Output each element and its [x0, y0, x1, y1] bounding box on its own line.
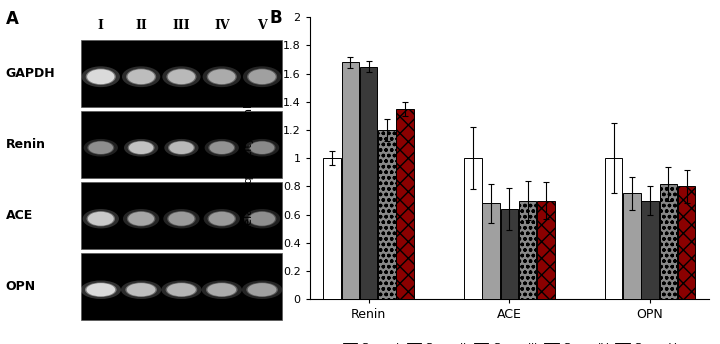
Legend: Group I, Group II, Group III, Group IV, Group V: Group I, Group II, Group III, Group IV, … — [338, 338, 680, 344]
Bar — [323, 158, 341, 299]
Ellipse shape — [83, 209, 119, 228]
Ellipse shape — [121, 280, 161, 299]
Ellipse shape — [209, 212, 235, 226]
Bar — [642, 201, 659, 299]
Ellipse shape — [246, 282, 278, 297]
Ellipse shape — [127, 69, 155, 84]
Ellipse shape — [243, 66, 282, 87]
Ellipse shape — [123, 209, 159, 228]
Text: Renin: Renin — [6, 138, 46, 151]
Ellipse shape — [202, 280, 242, 299]
Ellipse shape — [164, 139, 199, 157]
Ellipse shape — [210, 141, 234, 154]
Ellipse shape — [163, 209, 199, 228]
Text: V: V — [257, 19, 267, 32]
Ellipse shape — [88, 212, 114, 226]
Ellipse shape — [84, 139, 118, 157]
Ellipse shape — [248, 141, 276, 155]
Ellipse shape — [86, 68, 116, 85]
Ellipse shape — [206, 282, 238, 297]
Ellipse shape — [166, 282, 197, 297]
Ellipse shape — [122, 66, 161, 87]
Ellipse shape — [86, 283, 115, 296]
Ellipse shape — [208, 141, 235, 155]
Ellipse shape — [248, 211, 276, 226]
Text: GAPDH: GAPDH — [6, 67, 55, 80]
Ellipse shape — [168, 212, 194, 226]
Ellipse shape — [87, 69, 114, 84]
Text: B: B — [269, 9, 282, 27]
Ellipse shape — [127, 211, 156, 226]
Bar — [81, 111, 282, 178]
Ellipse shape — [168, 69, 195, 84]
Bar — [81, 40, 282, 107]
Ellipse shape — [127, 283, 156, 296]
Ellipse shape — [129, 141, 153, 154]
Text: II: II — [135, 19, 147, 32]
Ellipse shape — [202, 66, 241, 87]
Y-axis label: Relative quantity of mRNA: Relative quantity of mRNA — [243, 84, 253, 232]
Bar — [81, 253, 282, 320]
Bar — [482, 203, 500, 299]
Ellipse shape — [162, 66, 201, 87]
Ellipse shape — [244, 209, 280, 228]
Ellipse shape — [124, 139, 158, 157]
Ellipse shape — [208, 69, 235, 84]
Ellipse shape — [248, 283, 276, 296]
Bar — [678, 186, 696, 299]
Bar — [660, 184, 678, 299]
Ellipse shape — [169, 141, 194, 154]
Ellipse shape — [247, 68, 277, 85]
Ellipse shape — [242, 280, 282, 299]
Text: I: I — [98, 19, 104, 32]
Bar — [341, 62, 359, 299]
Bar — [360, 66, 377, 299]
Ellipse shape — [245, 139, 279, 157]
Text: IV: IV — [214, 19, 230, 32]
Ellipse shape — [126, 68, 156, 85]
Ellipse shape — [86, 211, 115, 226]
Ellipse shape — [125, 282, 157, 297]
Ellipse shape — [127, 141, 155, 155]
Ellipse shape — [207, 68, 237, 85]
Bar — [519, 201, 536, 299]
Ellipse shape — [81, 280, 121, 299]
Bar — [397, 109, 414, 299]
Text: ACE: ACE — [6, 209, 33, 222]
Ellipse shape — [166, 68, 197, 85]
Ellipse shape — [249, 212, 275, 226]
Ellipse shape — [81, 66, 120, 87]
Bar — [605, 158, 622, 299]
Text: III: III — [173, 19, 190, 32]
Ellipse shape — [207, 211, 236, 226]
Ellipse shape — [89, 141, 113, 154]
Bar — [81, 182, 282, 249]
Ellipse shape — [167, 211, 196, 226]
Ellipse shape — [207, 283, 236, 296]
Ellipse shape — [204, 209, 240, 228]
Ellipse shape — [128, 212, 154, 226]
Text: A: A — [6, 10, 19, 28]
Bar — [378, 130, 396, 299]
Text: OPN: OPN — [6, 280, 36, 293]
Ellipse shape — [87, 141, 114, 155]
Ellipse shape — [204, 139, 239, 157]
Ellipse shape — [168, 141, 195, 155]
Ellipse shape — [167, 283, 196, 296]
Bar — [537, 201, 555, 299]
Bar — [464, 158, 482, 299]
Bar — [623, 193, 641, 299]
Ellipse shape — [250, 141, 274, 154]
Ellipse shape — [161, 280, 202, 299]
Bar — [500, 209, 518, 299]
Ellipse shape — [248, 69, 276, 84]
Ellipse shape — [85, 282, 117, 297]
